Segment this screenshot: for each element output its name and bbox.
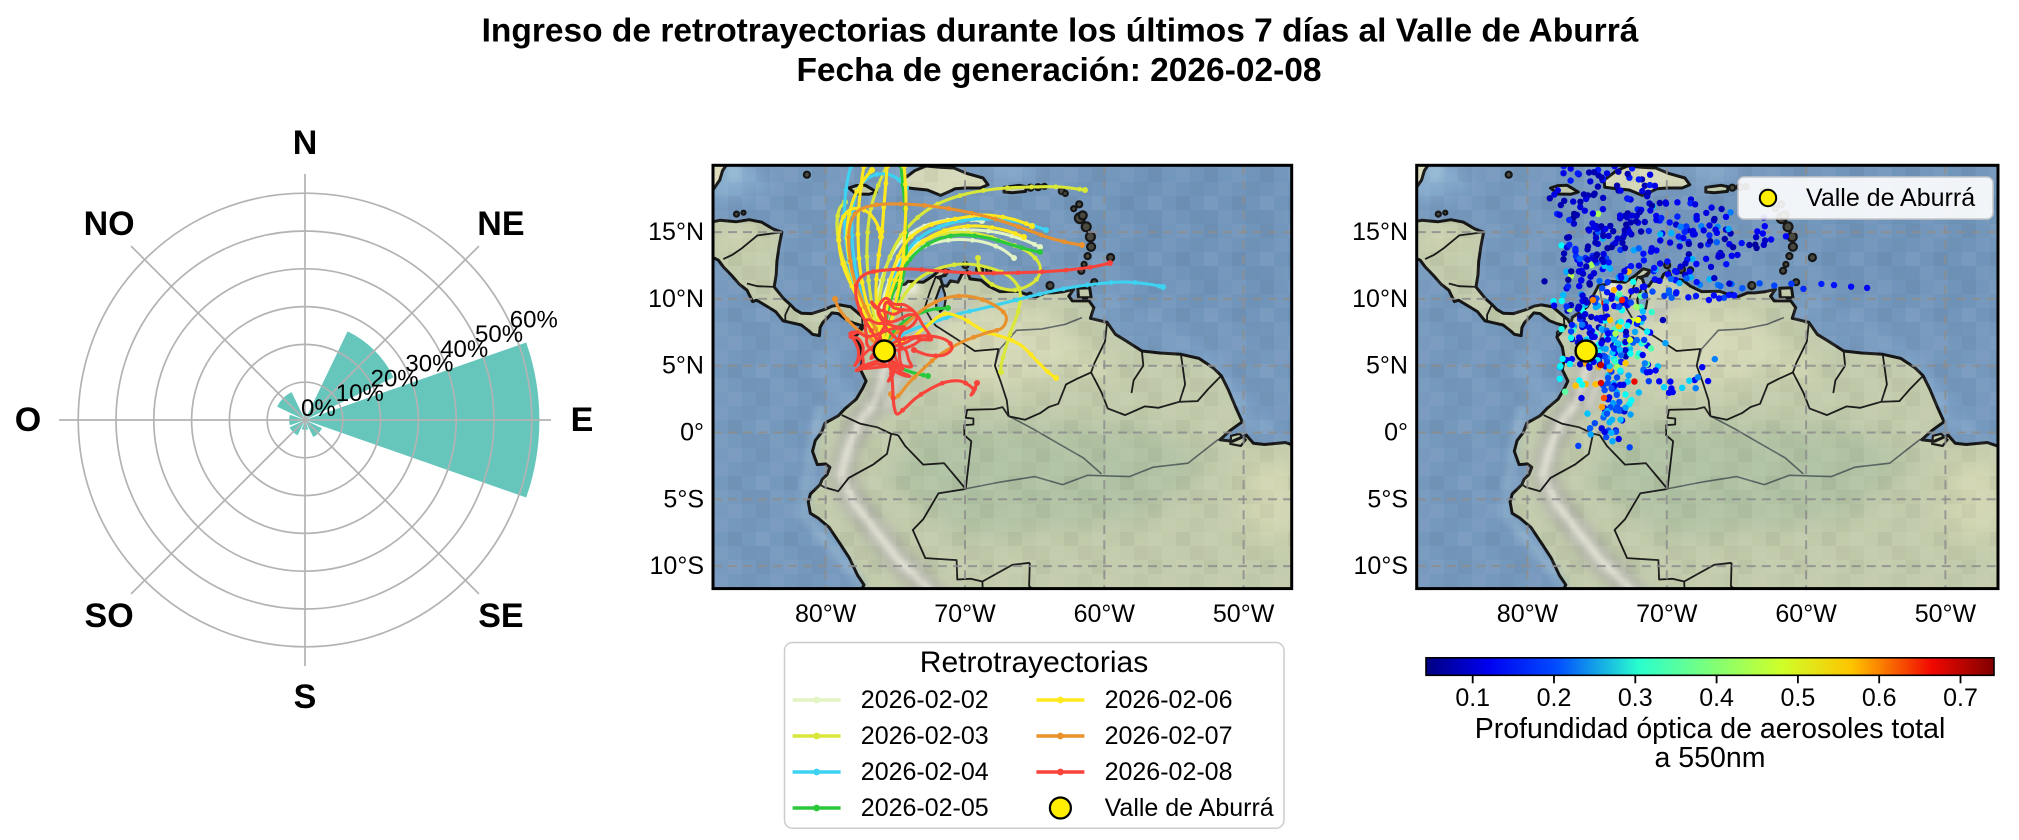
svg-text:5°N: 5°N	[1366, 352, 1408, 380]
svg-text:NO: NO	[84, 205, 135, 243]
svg-text:0.6: 0.6	[1862, 684, 1897, 712]
svg-text:O: O	[15, 401, 41, 439]
svg-text:15°N: 15°N	[648, 218, 704, 246]
svg-text:Fecha de generación: 2026-02-0: Fecha de generación: 2026-02-08	[796, 52, 1321, 89]
svg-text:10°N: 10°N	[1352, 285, 1408, 313]
svg-text:10%: 10%	[336, 380, 384, 407]
svg-text:a 550nm: a 550nm	[1655, 742, 1766, 774]
svg-text:10°S: 10°S	[650, 552, 704, 580]
svg-text:70°W: 70°W	[934, 600, 996, 628]
svg-text:2026-02-02: 2026-02-02	[861, 686, 989, 714]
svg-text:Retrotrayectorias: Retrotrayectorias	[920, 646, 1148, 679]
svg-text:80°W: 80°W	[795, 600, 857, 628]
svg-text:N: N	[293, 124, 318, 162]
svg-text:0.2: 0.2	[1537, 684, 1572, 712]
svg-text:SE: SE	[478, 597, 523, 635]
svg-text:50°W: 50°W	[1213, 600, 1275, 628]
svg-text:0°: 0°	[680, 419, 704, 447]
svg-text:Profundidad óptica de aerosole: Profundidad óptica de aerosoles total	[1475, 713, 1946, 745]
svg-text:50°W: 50°W	[1915, 600, 1977, 628]
svg-text:5°S: 5°S	[663, 485, 704, 513]
svg-text:0°: 0°	[1384, 419, 1408, 447]
svg-text:80°W: 80°W	[1497, 600, 1559, 628]
svg-text:60°W: 60°W	[1074, 600, 1136, 628]
svg-text:0.3: 0.3	[1618, 684, 1653, 712]
svg-text:2026-02-08: 2026-02-08	[1105, 758, 1233, 786]
svg-text:30%: 30%	[405, 351, 453, 378]
svg-text:2026-02-06: 2026-02-06	[1105, 686, 1233, 714]
svg-text:5°N: 5°N	[662, 352, 704, 380]
svg-text:10°N: 10°N	[648, 285, 704, 313]
svg-text:0.5: 0.5	[1781, 684, 1816, 712]
svg-text:Valle de Aburrá: Valle de Aburrá	[1105, 794, 1274, 822]
svg-text:2026-02-03: 2026-02-03	[861, 722, 989, 750]
svg-text:Ingreso de retrotrayectorias d: Ingreso de retrotrayectorias durante los…	[482, 13, 1639, 50]
svg-text:15°N: 15°N	[1352, 218, 1408, 246]
svg-text:0.4: 0.4	[1699, 684, 1734, 712]
svg-text:5°S: 5°S	[1367, 485, 1408, 513]
svg-text:E: E	[571, 401, 594, 439]
svg-text:60%: 60%	[510, 306, 558, 333]
svg-text:2026-02-07: 2026-02-07	[1105, 722, 1233, 750]
svg-text:0.7: 0.7	[1943, 684, 1978, 712]
svg-text:Valle de Aburrá: Valle de Aburrá	[1806, 184, 1975, 212]
svg-text:2026-02-05: 2026-02-05	[861, 794, 989, 822]
svg-text:0.1: 0.1	[1455, 684, 1490, 712]
svg-text:SO: SO	[85, 597, 134, 635]
svg-text:2026-02-04: 2026-02-04	[861, 758, 989, 786]
svg-text:70°W: 70°W	[1636, 600, 1698, 628]
svg-text:60°W: 60°W	[1775, 600, 1837, 628]
svg-text:NE: NE	[477, 205, 524, 243]
svg-text:40%: 40%	[440, 336, 488, 363]
svg-text:10°S: 10°S	[1354, 552, 1408, 580]
svg-text:0%: 0%	[301, 395, 336, 422]
svg-text:20%: 20%	[371, 366, 419, 393]
svg-text:S: S	[294, 678, 317, 716]
svg-text:50%: 50%	[475, 321, 523, 348]
